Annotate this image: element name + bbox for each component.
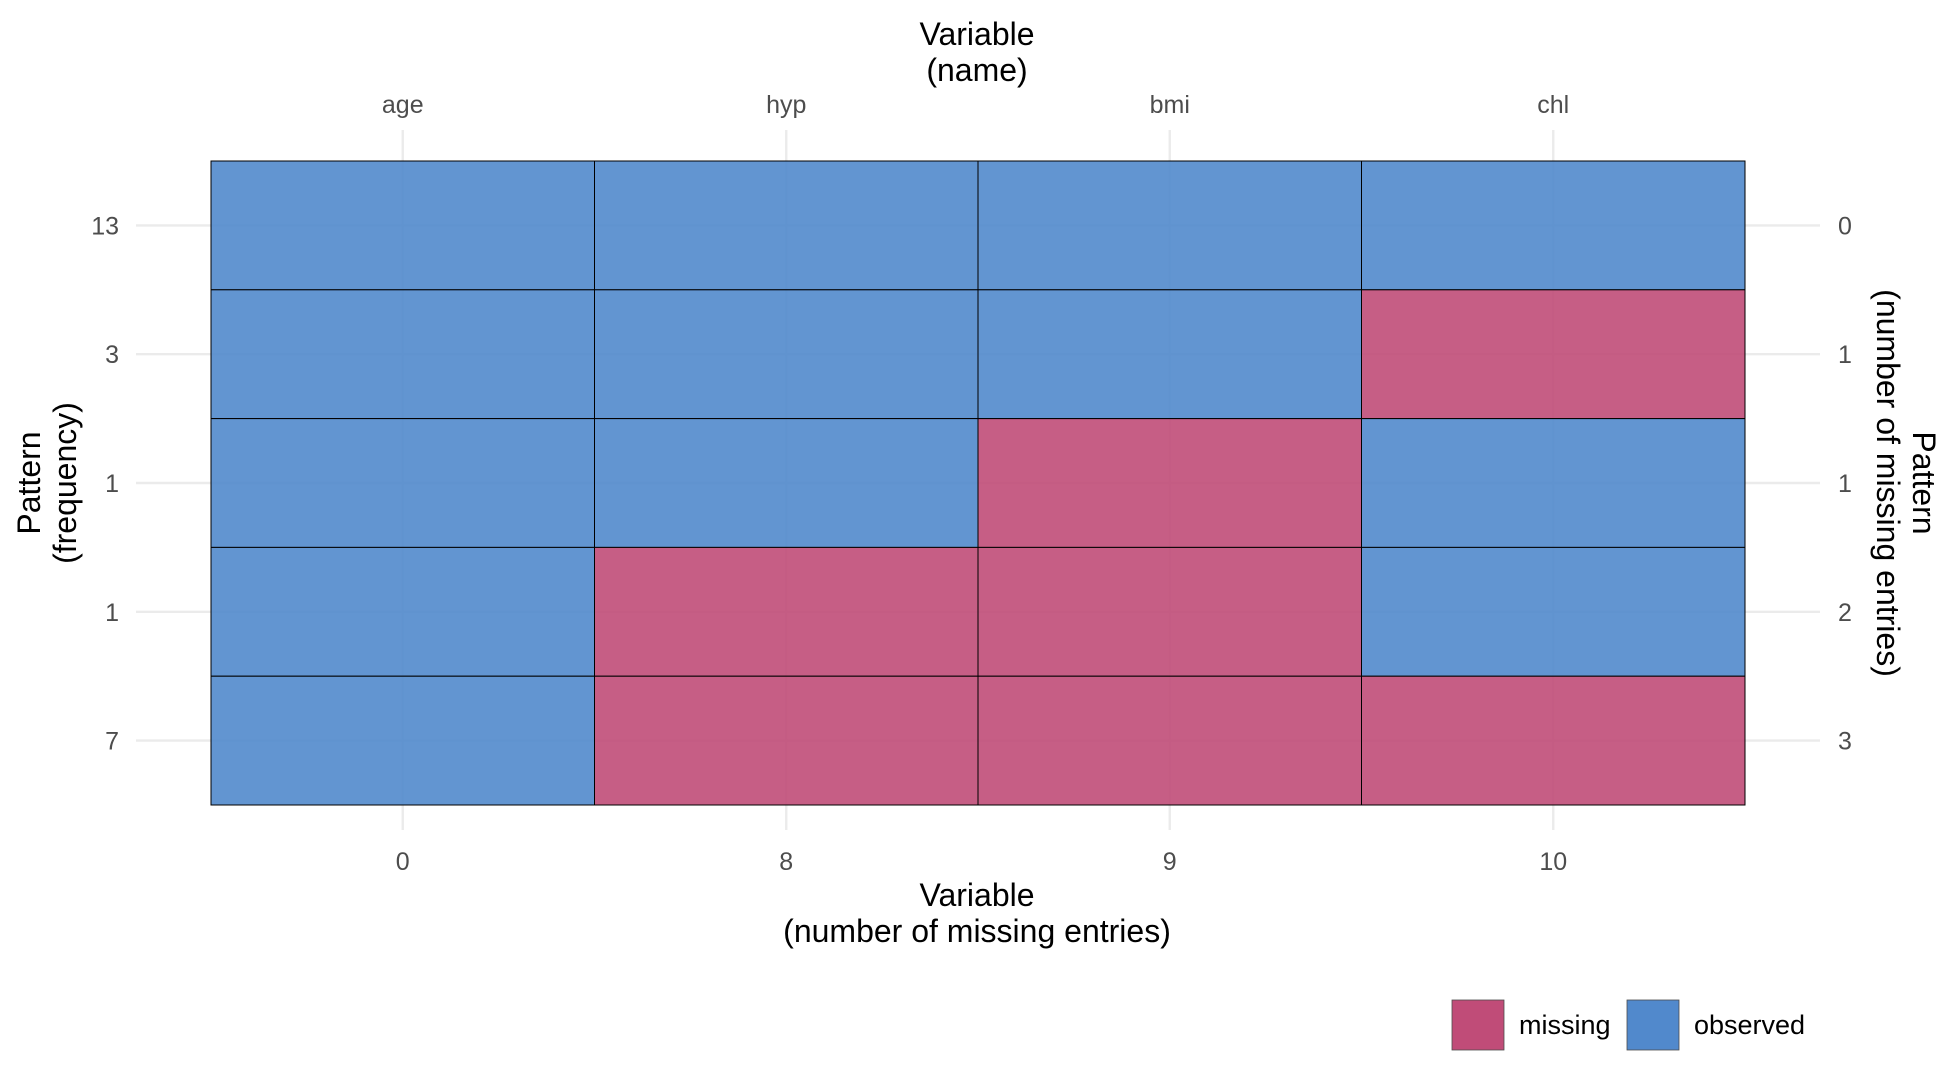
left-tick-label: 1 [105, 599, 119, 627]
top-tick-label: age [382, 91, 424, 119]
heatmap-cell-observed [594, 289, 979, 420]
right-axis-title-line2: (number of missing entries) [1870, 289, 1906, 677]
heatmap-cell-observed [594, 160, 979, 291]
heatmap-cells [210, 160, 1746, 806]
heatmap-cell-observed [1361, 160, 1746, 291]
bottom-axis-title-line1: Variable [919, 877, 1034, 913]
heatmap-cell-observed [977, 289, 1362, 420]
left-axis-title-line1: Pattern [11, 431, 47, 534]
heatmap-cell-observed [1361, 546, 1746, 677]
right-tick-label: 0 [1838, 212, 1852, 240]
heatmap-cell-observed [594, 418, 979, 548]
heatmap-cell-missing [977, 546, 1362, 677]
legend-label-observed: observed [1694, 1010, 1805, 1040]
heatmap-cell-observed [210, 675, 595, 806]
heatmap-cell-missing [1361, 675, 1746, 806]
heatmap-cell-missing [977, 675, 1362, 806]
legend-swatch-missing [1451, 999, 1505, 1051]
top-tick-label: chl [1537, 91, 1569, 119]
top-tick-label: bmi [1150, 91, 1190, 119]
legend-label-missing: missing [1519, 1010, 1611, 1040]
bottom-tick-label: 8 [779, 848, 793, 876]
heatmap-cell-observed [210, 546, 595, 677]
tick-labels: age 0 hyp 8 bmi 9 chl 10 13 0 3 1 1 1 1 2 7 3 [91, 91, 1852, 876]
top-tick-label: hyp [766, 91, 806, 119]
heatmap-cell-missing [594, 675, 979, 806]
left-tick-label: 1 [105, 470, 119, 498]
left-tick-label: 3 [105, 341, 119, 369]
right-axis-title-line1: Pattern [1906, 431, 1942, 534]
heatmap-cell-missing [1361, 289, 1746, 420]
right-tick-label: 1 [1838, 341, 1852, 369]
left-tick-label: 13 [91, 212, 119, 240]
bottom-tick-label: 9 [1163, 848, 1177, 876]
heatmap-cell-missing [977, 418, 1362, 548]
bottom-tick-label: 10 [1539, 848, 1567, 876]
right-tick-label: 3 [1838, 728, 1852, 756]
bottom-tick-label: 0 [396, 848, 410, 876]
top-axis-title-line2: (name) [926, 52, 1027, 88]
heatmap-cell-observed [977, 160, 1362, 291]
left-tick-label: 7 [105, 728, 119, 756]
left-axis-title-line2: (frequency) [47, 402, 83, 564]
heatmap-cell-observed [210, 160, 595, 291]
legend: missing observed [1451, 999, 1805, 1051]
heatmap-cell-missing [594, 546, 979, 677]
top-axis-title-line1: Variable [919, 16, 1034, 52]
heatmap-cell-observed [1361, 418, 1746, 548]
legend-swatch-observed [1626, 999, 1680, 1051]
right-tick-label: 1 [1838, 470, 1852, 498]
bottom-axis-title-line2: (number of missing entries) [783, 913, 1171, 949]
heatmap-cell-observed [210, 418, 595, 548]
heatmap-cell-observed [210, 289, 595, 420]
right-tick-label: 2 [1838, 599, 1852, 627]
